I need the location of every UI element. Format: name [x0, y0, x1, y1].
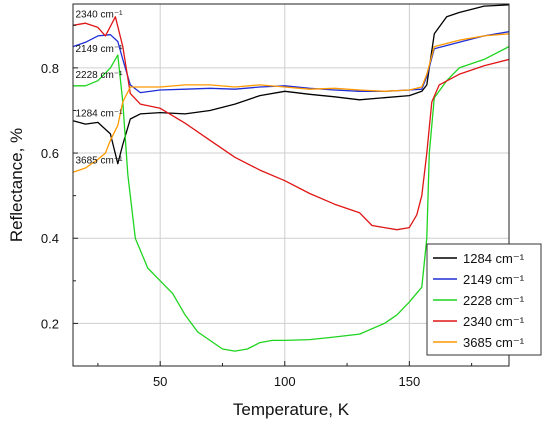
plot-frame — [72, 3, 510, 367]
x-tick-label: 50 — [153, 374, 167, 389]
x-tick-label: 150 — [398, 374, 420, 389]
y-tick-label: 0.4 — [41, 231, 59, 246]
legend-label: 1284 cm⁻¹ — [463, 251, 525, 266]
series-annotations: 2340 cm⁻¹ 2149 cm⁻¹ 2228 cm⁻¹ 1284 cm⁻¹ 3685… — [75, 10, 123, 167]
series-line — [73, 46, 510, 352]
series-annotation: 1284 cm⁻¹ — [75, 108, 123, 119]
x-axis-label: Temperature, K — [233, 400, 350, 419]
legend-label: 2149 cm⁻¹ — [463, 272, 525, 287]
axis-ticks: 50 100 150 0.2 0.4 0.6 0.8 — [41, 24, 473, 389]
y-tick-label: 0.6 — [41, 146, 59, 161]
series-line — [72, 33, 510, 173]
grid-lines — [73, 4, 509, 366]
series-line — [72, 16, 510, 231]
series-annotation: 3685 cm⁻¹ — [75, 156, 123, 167]
y-tick-label: 0.2 — [41, 316, 59, 331]
x-tick-label: 100 — [274, 374, 296, 389]
legend-label: 3685 cm⁻¹ — [463, 335, 525, 350]
legend-label: 2340 cm⁻¹ — [463, 314, 525, 329]
legend-label: 2228 cm⁻¹ — [463, 293, 525, 308]
series-annotation: 2340 cm⁻¹ — [75, 10, 123, 21]
y-axis-label: Reflectance, % — [7, 128, 26, 242]
series-line — [72, 4, 510, 165]
series-annotation: 2228 cm⁻¹ — [75, 70, 123, 81]
series-lines — [72, 4, 510, 352]
legend: 1284 cm⁻¹ 2149 cm⁻¹ 2228 cm⁻¹ 2340 cm⁻¹ 3685… — [426, 243, 542, 356]
y-tick-label: 0.8 — [41, 61, 59, 76]
series-annotation: 2149 cm⁻¹ — [75, 44, 123, 55]
series-line — [72, 31, 510, 94]
